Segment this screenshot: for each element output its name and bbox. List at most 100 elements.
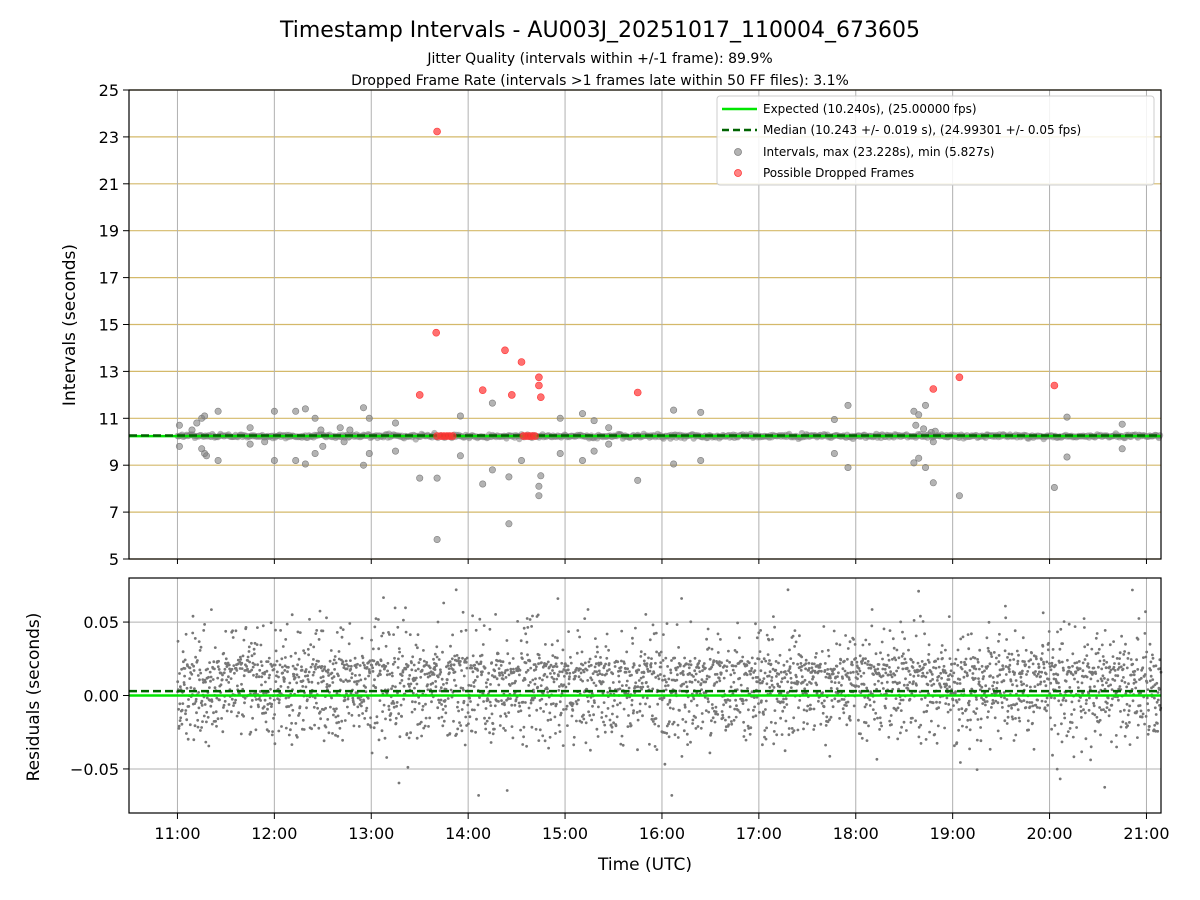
residual-point — [829, 715, 833, 719]
residual-point — [734, 715, 738, 719]
residual-point — [645, 662, 649, 665]
residual-point — [772, 730, 776, 733]
interval-outlier-point — [1063, 413, 1071, 421]
residual-point — [179, 685, 182, 689]
residual-point — [393, 656, 396, 660]
residual-point — [1074, 670, 1078, 674]
residual-point — [986, 665, 990, 668]
residual-point — [623, 662, 626, 665]
residual-point — [711, 706, 714, 710]
residual-point — [370, 663, 374, 667]
residual-point — [397, 657, 400, 661]
residual-point — [922, 674, 926, 678]
residual-point — [371, 670, 375, 673]
residual-point — [288, 714, 291, 717]
residual-point — [529, 666, 533, 670]
residual-point — [1148, 642, 1152, 646]
residual-point — [462, 688, 465, 692]
residual-point — [1093, 713, 1097, 717]
residual-point — [527, 684, 531, 687]
residual-point — [204, 740, 208, 744]
residual-point — [218, 698, 221, 702]
residual-point — [741, 699, 745, 702]
residual-point — [977, 680, 981, 684]
residual-point — [1066, 658, 1069, 662]
residual-point — [1020, 700, 1023, 703]
residual-point — [757, 702, 760, 705]
residual-point — [269, 687, 272, 691]
residual-point — [878, 728, 881, 731]
residual-point — [744, 698, 748, 702]
residual-point — [1019, 680, 1023, 684]
residual-point — [387, 631, 390, 634]
residual-point — [246, 655, 250, 659]
residual-point — [902, 661, 906, 665]
residual-point — [454, 588, 458, 592]
residual-point — [1138, 704, 1142, 707]
residual-point — [295, 673, 299, 677]
residual-point — [987, 710, 990, 713]
residual-point — [1122, 653, 1126, 656]
residual-point — [624, 670, 628, 674]
residual-point — [649, 665, 653, 669]
residual-point — [470, 708, 474, 712]
interval-outlier-point — [188, 426, 196, 434]
residual-point — [680, 755, 684, 758]
residual-point — [1021, 636, 1025, 640]
residual-point — [176, 680, 180, 684]
residual-point — [1108, 665, 1112, 669]
residual-point — [416, 633, 420, 637]
residual-point — [604, 662, 607, 666]
residual-point — [199, 671, 203, 675]
residual-point — [474, 628, 478, 632]
residual-point — [713, 682, 717, 686]
residual-point — [969, 657, 973, 661]
residual-point — [469, 700, 472, 703]
residual-point — [236, 662, 240, 666]
residual-point — [215, 724, 218, 728]
residual-point — [537, 653, 541, 657]
residual-point — [200, 699, 204, 703]
residual-point — [192, 738, 196, 742]
residual-point — [1015, 702, 1019, 706]
residual-point — [987, 620, 991, 624]
residual-point — [526, 653, 529, 657]
residual-point — [1120, 679, 1124, 683]
residual-point — [1019, 675, 1023, 679]
residual-point — [304, 685, 308, 689]
residual-point — [938, 701, 942, 704]
residual-point — [1039, 675, 1042, 678]
interval-outlier-point — [433, 535, 441, 543]
interval-outlier-point — [830, 415, 838, 423]
residual-point — [435, 645, 439, 649]
residual-point — [848, 715, 852, 718]
residual-point — [230, 710, 233, 714]
residual-point — [786, 690, 790, 694]
residual-point — [733, 707, 737, 711]
residual-point — [631, 711, 635, 715]
residual-point — [810, 666, 814, 670]
residual-point — [561, 744, 565, 747]
residual-point — [555, 677, 559, 681]
residual-point — [542, 710, 545, 713]
residual-point — [528, 714, 531, 717]
residual-point — [663, 762, 667, 766]
residual-point — [895, 648, 899, 652]
residual-point — [312, 705, 316, 709]
residual-point — [758, 710, 761, 714]
residual-point — [331, 662, 335, 666]
residual-point — [459, 629, 463, 633]
residual-point — [432, 673, 436, 676]
residual-point — [908, 673, 912, 676]
residual-point — [401, 654, 404, 658]
residual-point — [270, 733, 274, 737]
residual-point — [828, 754, 832, 758]
residual-point — [501, 673, 505, 677]
residual-point — [580, 650, 584, 654]
residual-point — [659, 661, 663, 664]
residual-point — [453, 678, 456, 682]
residual-point — [614, 724, 618, 728]
residual-point — [873, 717, 876, 721]
residual-point — [796, 680, 800, 684]
residual-point — [558, 700, 562, 704]
